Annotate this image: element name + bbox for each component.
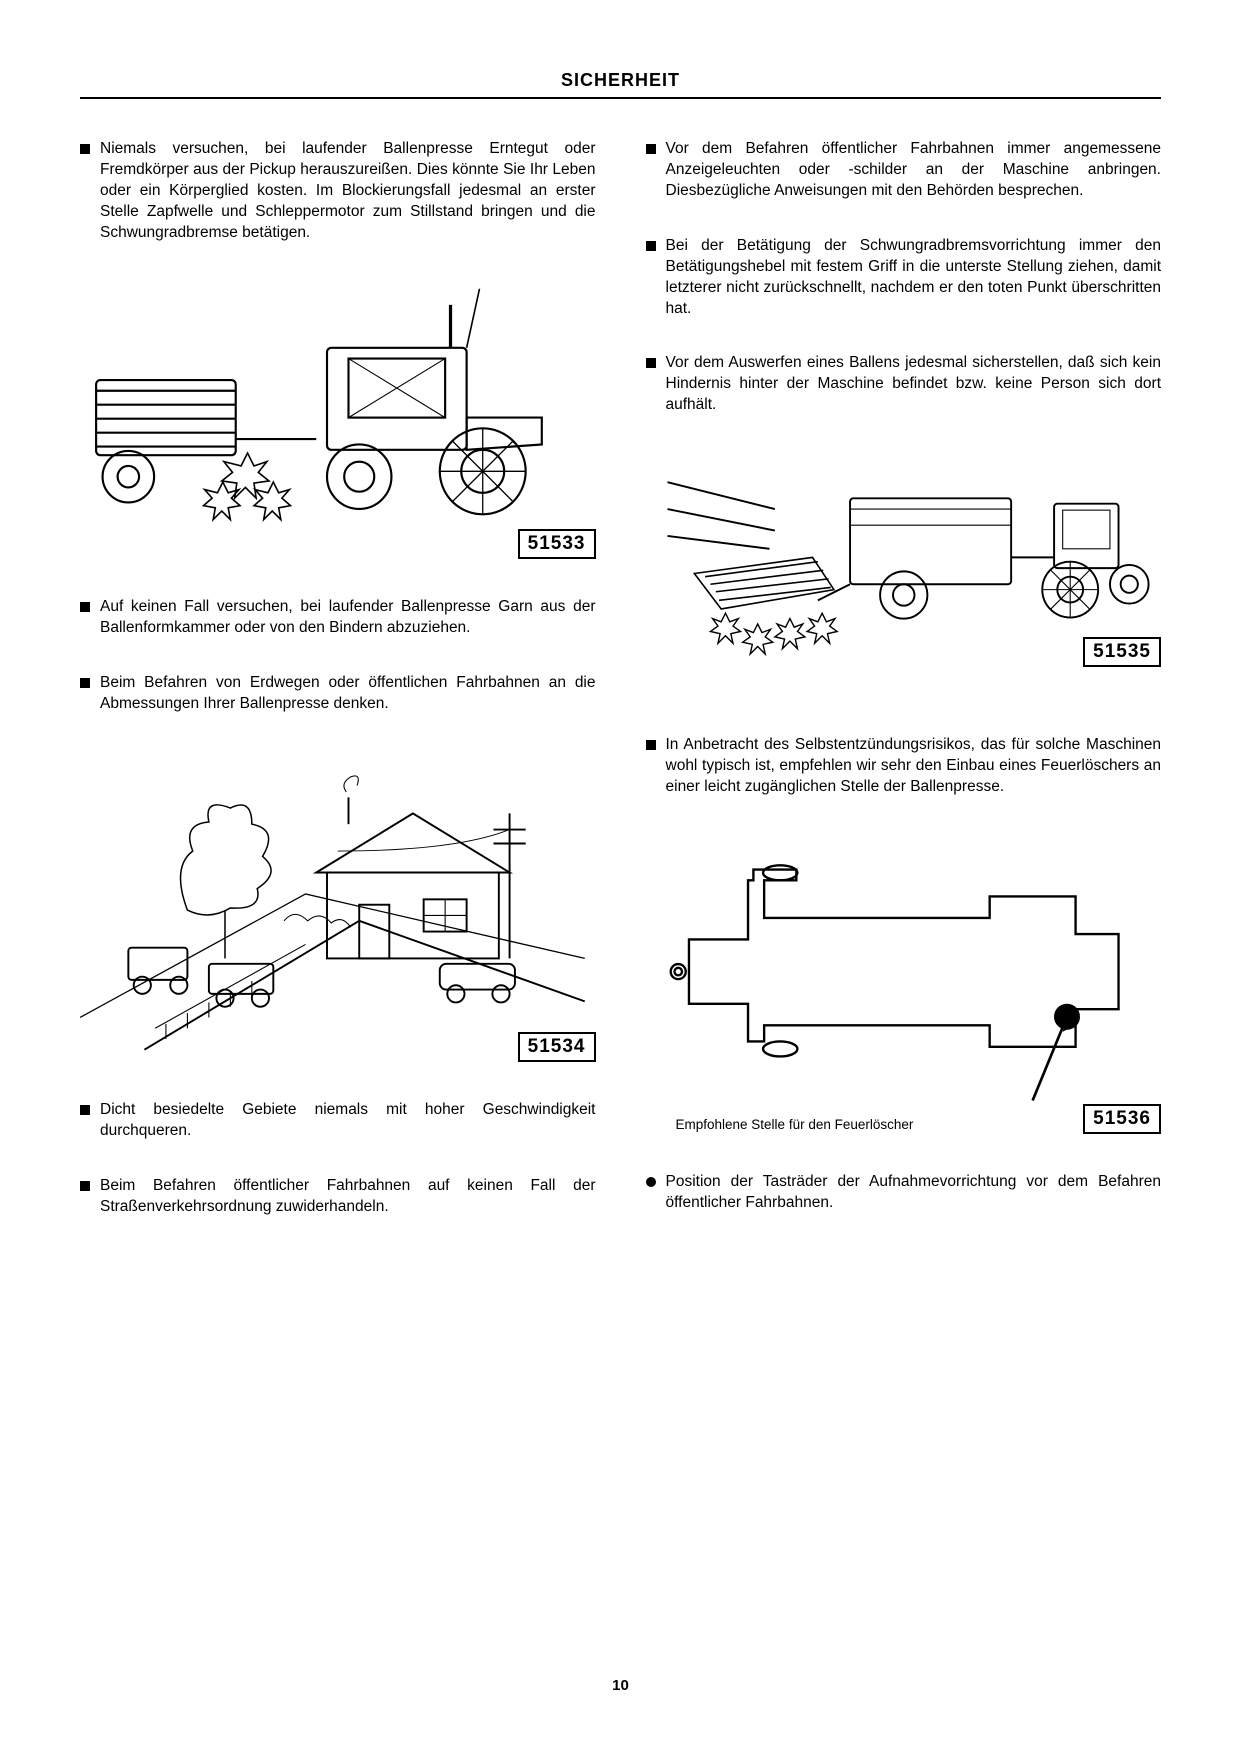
village-road-illustration <box>80 749 596 1060</box>
figure-51534: 51534 <box>80 749 596 1060</box>
content-columns: Niemals versuchen, bei laufender Ballenp… <box>80 139 1161 1252</box>
circle-bullet-icon <box>646 1177 656 1187</box>
figure-label: 51534 <box>518 1032 596 1062</box>
bullet-item: Position der Tasträder der Aufnahmevorri… <box>646 1172 1162 1214</box>
figure-51536: 51536 Empfohlene Stelle für den Feuerlös… <box>646 832 1162 1132</box>
square-bullet-icon <box>80 678 90 688</box>
bullet-text: Position der Tasträder der Aufnahmevorri… <box>666 1172 1162 1214</box>
square-bullet-icon <box>646 241 656 251</box>
extinguisher-diagram <box>646 832 1162 1111</box>
bale-ejection-illustration <box>646 450 1162 665</box>
square-bullet-icon <box>80 602 90 612</box>
square-bullet-icon <box>646 740 656 750</box>
bullet-item: Beim Befahren von Erdwegen oder öffentli… <box>80 673 596 715</box>
bullet-text: In Anbetracht des Selbstentzündungsrisik… <box>666 735 1162 798</box>
tractor-baler-illustration <box>80 278 596 557</box>
bullet-item: Niemals versuchen, bei laufender Ballenp… <box>80 139 596 244</box>
bullet-text: Beim Befahren öffentlicher Fahrbahnen au… <box>100 1176 596 1218</box>
figure-51533: 51533 <box>80 278 596 557</box>
square-bullet-icon <box>646 144 656 154</box>
figure-label: 51536 <box>1083 1104 1161 1134</box>
bullet-text: Bei der Betätigung der Schwungradbremsvo… <box>666 236 1162 320</box>
bullet-item: Vor dem Befahren öffentlicher Fahrbahnen… <box>646 139 1162 202</box>
square-bullet-icon <box>646 358 656 368</box>
page: SICHERHEIT Niemals versuchen, bei laufen… <box>0 0 1241 1754</box>
bullet-text: Dicht besiedelte Gebiete niemals mit hoh… <box>100 1100 596 1142</box>
square-bullet-icon <box>80 1181 90 1191</box>
page-number: 10 <box>0 1677 1241 1694</box>
square-bullet-icon <box>80 144 90 154</box>
page-header: SICHERHEIT <box>80 70 1161 99</box>
figure-51535: 51535 <box>646 450 1162 665</box>
left-column: Niemals versuchen, bei laufender Ballenp… <box>80 139 596 1252</box>
bullet-item: Vor dem Auswerfen eines Ballens jedesmal… <box>646 353 1162 416</box>
bullet-text: Auf keinen Fall versuchen, bei laufender… <box>100 597 596 639</box>
bullet-item: Bei der Betätigung der Schwungradbremsvo… <box>646 236 1162 320</box>
bullet-item: Auf keinen Fall versuchen, bei laufender… <box>80 597 596 639</box>
right-column: Vor dem Befahren öffentlicher Fahrbahnen… <box>646 139 1162 1252</box>
bullet-text: Vor dem Befahren öffentlicher Fahrbahnen… <box>666 139 1162 202</box>
bullet-text: Niemals versuchen, bei laufender Ballenp… <box>100 139 596 244</box>
bullet-text: Vor dem Auswerfen eines Ballens jedesmal… <box>666 353 1162 416</box>
bullet-item: Beim Befahren öffentlicher Fahrbahnen au… <box>80 1176 596 1218</box>
square-bullet-icon <box>80 1105 90 1115</box>
figure-label: 51535 <box>1083 637 1161 667</box>
bullet-text: Beim Befahren von Erdwegen oder öffentli… <box>100 673 596 715</box>
bullet-item: In Anbetracht des Selbstentzündungsrisik… <box>646 735 1162 798</box>
bullet-item: Dicht besiedelte Gebiete niemals mit hoh… <box>80 1100 596 1142</box>
figure-label: 51533 <box>518 529 596 559</box>
